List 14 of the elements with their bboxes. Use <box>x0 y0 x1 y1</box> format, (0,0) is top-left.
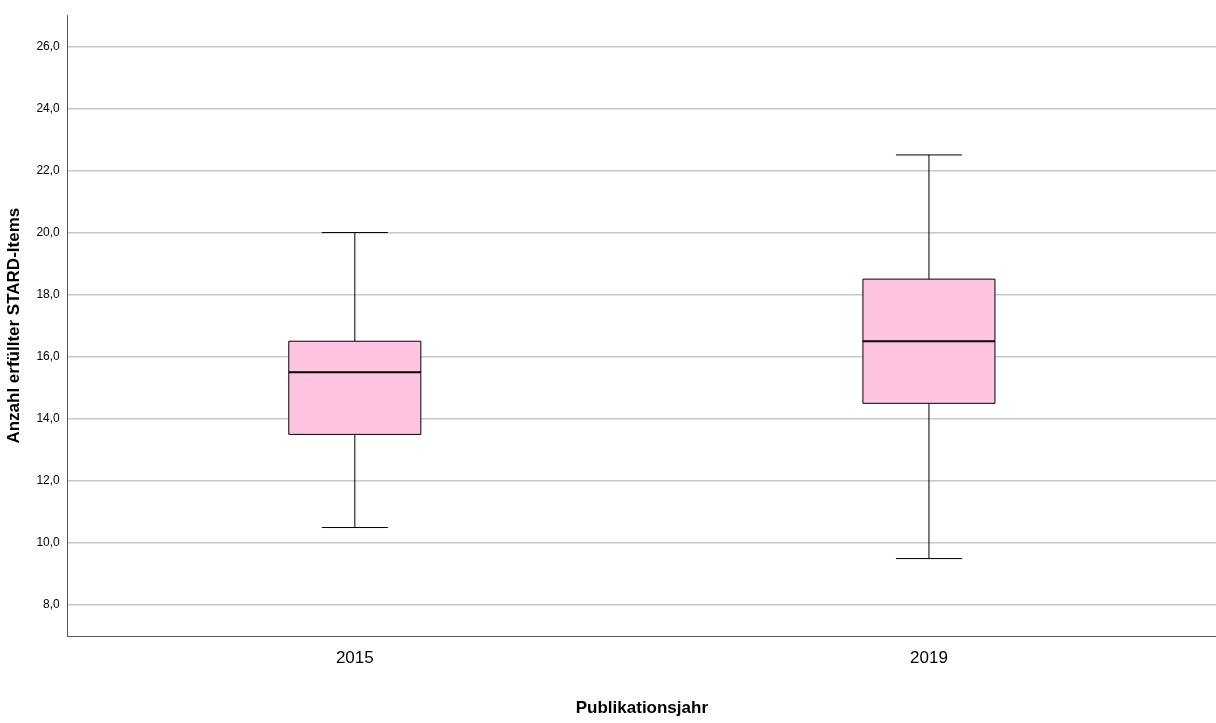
y-tick-label: 18,0 <box>36 286 61 301</box>
y-tick-label: 20,0 <box>36 224 61 239</box>
y-tick-label: 26,0 <box>36 38 61 53</box>
y-axis-title: Anzahl erfüllter STARD-Items <box>3 207 23 444</box>
y-tick-label: 16,0 <box>36 349 61 364</box>
x-tick-label: 2019 <box>910 648 948 668</box>
x-tick-label: 2015 <box>335 648 374 668</box>
x-axis-title: Publikationsjahr <box>575 698 709 718</box>
y-tick-label: 22,0 <box>36 162 61 177</box>
y-tick-label: 12,0 <box>36 473 61 488</box>
y-tick-label: 24,0 <box>36 100 61 115</box>
y-tick-label: 8,0 <box>43 597 61 612</box>
y-tick-label: 10,0 <box>36 535 61 550</box>
y-tick-label: 14,0 <box>36 411 61 426</box>
